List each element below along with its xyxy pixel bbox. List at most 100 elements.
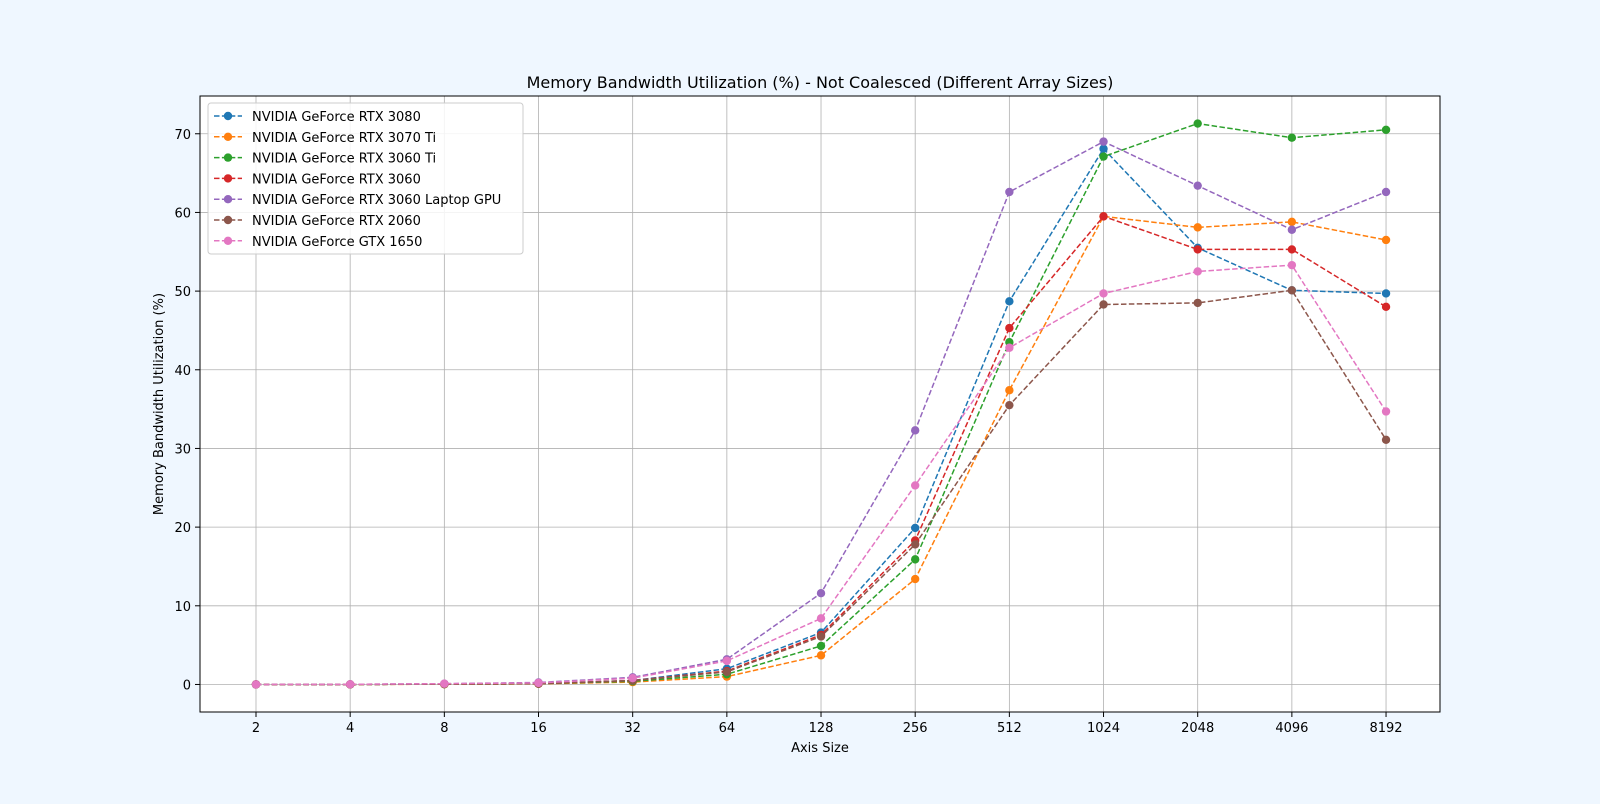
data-point (534, 678, 543, 688)
x-tick-label: 128 (809, 721, 834, 736)
data-point (816, 641, 826, 651)
data-point (910, 426, 920, 435)
data-point (1193, 119, 1202, 128)
data-point (1193, 267, 1202, 276)
legend-item: NVIDIA GeForce RTX 3060 (214, 172, 421, 187)
data-point (1193, 245, 1202, 254)
x-tick-label: 4 (346, 721, 354, 736)
legend-label: NVIDIA GeForce RTX 3060 Laptop GPU (252, 193, 501, 208)
x-tick-label: 2048 (1181, 721, 1214, 736)
data-point (1287, 217, 1297, 227)
data-point (816, 589, 826, 598)
y-tick-label: 50 (174, 285, 191, 300)
data-point (1287, 225, 1297, 234)
axes-frame (199, 95, 1441, 713)
data-point (628, 673, 637, 683)
legend-item: NVIDIA GeForce RTX 3080 (214, 110, 421, 125)
legend-marker (223, 111, 233, 121)
data-point (910, 540, 920, 549)
x-tick-label: 1024 (1087, 721, 1120, 736)
y-tick-label: 0 (183, 678, 191, 693)
data-point (1099, 300, 1108, 309)
legend-item: NVIDIA GeForce RTX 2060 (214, 214, 421, 229)
data-point (1287, 245, 1297, 254)
data-point (440, 679, 449, 688)
data-point (722, 656, 732, 666)
data-point (1381, 235, 1391, 245)
legend: NVIDIA GeForce RTX 3080 NVIDIA GeForce RT… (207, 102, 524, 255)
x-tick-label: 4096 (1275, 721, 1308, 736)
legend-item: NVIDIA GeForce GTX 1650 (214, 235, 422, 250)
data-point (1287, 133, 1297, 142)
data-point (910, 555, 920, 564)
x-tick-label: 16 (530, 721, 547, 736)
legend-marker (223, 236, 233, 245)
legend-label: NVIDIA GeForce RTX 3060 (252, 172, 421, 187)
data-point (910, 523, 920, 533)
series-7 (251, 260, 1391, 689)
y-tick-label: 20 (174, 521, 191, 536)
data-point (910, 574, 920, 584)
data-point (1381, 302, 1391, 312)
legend-label: NVIDIA GeForce RTX 3060 Ti (252, 152, 436, 167)
data-point (1005, 323, 1014, 333)
x-tick-label: 64 (719, 721, 736, 736)
legend-marker (223, 153, 233, 162)
x-axis-label: Axis Size (791, 741, 849, 756)
data-point (1193, 298, 1202, 308)
legend-item: NVIDIA GeForce RTX 3070 Ti (214, 131, 436, 146)
legend-label: NVIDIA GeForce RTX 3080 (252, 110, 421, 125)
data-point (1005, 400, 1014, 410)
data-point (1381, 125, 1391, 135)
data-point (1287, 260, 1297, 270)
y-tick-label: 70 (174, 128, 191, 143)
y-tick-label: 10 (174, 600, 191, 615)
data-point (1193, 223, 1202, 232)
x-tick-label: 8192 (1369, 721, 1402, 736)
legend-marker (223, 215, 233, 225)
data-point (1287, 286, 1297, 295)
data-point (1005, 187, 1014, 197)
data-point (1381, 187, 1391, 197)
legend-marker (223, 195, 233, 204)
data-point (251, 680, 261, 689)
data-point (1381, 289, 1391, 298)
x-tick-label: 8 (440, 721, 448, 736)
y-tick-label: 60 (174, 206, 191, 221)
data-point (1381, 407, 1391, 416)
data-point (1099, 152, 1108, 161)
legend-label: NVIDIA GeForce RTX 2060 (252, 214, 421, 229)
y-tick-label: 40 (174, 364, 191, 379)
data-point (816, 651, 826, 660)
data-point (1099, 137, 1108, 146)
data-point (1099, 289, 1108, 298)
x-tick-label: 32 (624, 721, 641, 736)
data-point (722, 667, 732, 677)
chart-title: Memory Bandwidth Utilization (%) - Not C… (527, 73, 1114, 92)
data-point (1005, 297, 1014, 306)
data-point (1381, 435, 1391, 444)
legend-label: NVIDIA GeForce RTX 3070 Ti (252, 131, 436, 146)
legend-box (207, 102, 524, 255)
y-axis-label: Memory Bandwidth Utilization (%) (152, 293, 167, 515)
data-point (345, 680, 355, 689)
data-point (910, 481, 920, 490)
x-tick-label: 2 (252, 721, 260, 736)
data-point (816, 614, 826, 623)
legend-marker (223, 132, 233, 141)
legend-marker (223, 174, 233, 183)
legend-item: NVIDIA GeForce RTX 3060 Laptop GPU (214, 193, 501, 208)
data-point (1099, 212, 1108, 221)
data-point (1005, 386, 1014, 395)
data-point (1193, 181, 1202, 190)
data-point (1099, 144, 1108, 153)
data-point (816, 632, 826, 641)
legend-item: NVIDIA GeForce RTX 3060 Ti (214, 152, 436, 167)
x-tick-label: 512 (997, 721, 1022, 736)
x-tick-label: 256 (903, 721, 928, 736)
data-point (1005, 343, 1014, 352)
legend-label: NVIDIA GeForce GTX 1650 (252, 235, 422, 250)
y-tick-label: 30 (174, 442, 191, 457)
